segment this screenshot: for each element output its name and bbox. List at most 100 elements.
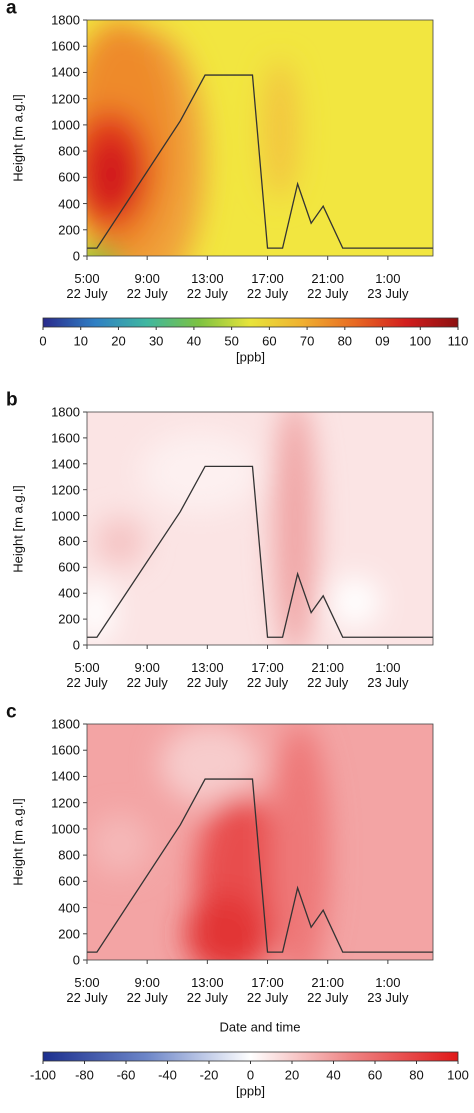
boundary-layer-line: [87, 778, 433, 953]
y-tick-label: 400: [58, 585, 80, 601]
x-tick-label: 21:00 22 July: [307, 975, 349, 1005]
y-tick-label: 400: [58, 900, 80, 916]
y-tick-label: 1600: [51, 430, 80, 446]
y-tick-label: 1000: [51, 508, 80, 524]
x-tick-label: 17:00 22 July: [246, 660, 289, 690]
field-blobs: [87, 20, 298, 256]
y-tick-label: 1000: [51, 117, 80, 133]
y-tick-label: 1600: [51, 38, 80, 54]
y-tick-label: 0: [72, 637, 80, 653]
colorbar-tick-label: 110: [447, 333, 469, 349]
colorbar-tick-label: -100: [29, 1067, 57, 1083]
field-blob: [273, 412, 317, 645]
plot-frame: [86, 723, 434, 961]
colorbar-tick-label: -20: [199, 1067, 219, 1083]
colorbar: [42, 1051, 459, 1062]
y-tick-label: 600: [58, 169, 80, 185]
y-tick-label: 1400: [51, 456, 80, 472]
colorbar-tick-label: 0: [246, 1067, 255, 1083]
plot-frame: [86, 19, 434, 257]
colorbar-tick-label: 0: [39, 333, 47, 349]
colorbar-tick-label: -60: [116, 1067, 136, 1083]
field-blobs: [87, 412, 380, 645]
colorbar: [42, 317, 459, 328]
x-tick-label: 21:00 22 July: [307, 271, 349, 301]
colorbar-tick-label: 100: [447, 1067, 469, 1083]
x-axis-label: Date and time: [219, 1019, 301, 1035]
y-tick-label: 200: [58, 926, 80, 942]
panel-label: c: [6, 701, 17, 723]
plot-area: [87, 412, 433, 645]
field-blobs: [90, 724, 330, 960]
colorbar-tick-label: 40: [326, 1067, 341, 1083]
boundary-layer-line: [87, 465, 433, 638]
panel-label: a: [6, 0, 17, 19]
field-blob: [330, 577, 380, 627]
field-blob: [90, 140, 134, 210]
x-tick-label: 9:00 22 July: [126, 975, 168, 1005]
colorbar-tick-label: 70: [299, 333, 315, 349]
colorbar-tick-label: 100: [409, 333, 432, 349]
x-tick-label: 5:00 22 July: [66, 660, 108, 690]
y-tick-label: 1200: [51, 795, 80, 811]
plot-area: [87, 724, 433, 960]
y-tick-label: 1600: [51, 742, 80, 758]
x-tick-label: 5:00 22 July: [66, 975, 108, 1005]
x-tick-label: 1:00 23 July: [367, 975, 409, 1005]
colorbar-tick-label: 30: [148, 333, 164, 349]
boundary-layer-line: [87, 74, 433, 249]
colorbar-tick-label: 10: [73, 333, 88, 349]
colorbar-tick-label: 80: [409, 1067, 424, 1083]
plot-frame: [86, 411, 434, 646]
field-blob: [90, 814, 150, 874]
y-tick-label: 1800: [51, 12, 80, 28]
field-blob: [140, 432, 260, 512]
y-tick-label: 800: [58, 847, 80, 863]
y-axis-label: Height [m a.g.l]: [10, 798, 26, 886]
field-blob: [95, 517, 145, 567]
y-tick-label: 1800: [51, 404, 80, 420]
x-tick-label: 9:00 22 July: [126, 660, 168, 690]
field-blob: [185, 894, 265, 960]
x-tick-label: 1:00 23 July: [367, 271, 409, 301]
x-tick-label: 13:00 22 July: [186, 271, 228, 301]
panel-label: b: [6, 389, 18, 411]
y-tick-label: 1200: [51, 482, 80, 498]
field-blob: [270, 724, 330, 960]
y-axis-label: Height [m a.g.l]: [10, 484, 26, 573]
y-tick-label: 1800: [51, 716, 80, 732]
y-tick-label: 600: [58, 873, 80, 889]
plot-area: [87, 20, 433, 256]
colorbar-tick-label: 20: [111, 333, 126, 349]
colorbar-tick-label: 40: [186, 333, 202, 349]
x-tick-label: 13:00 22 July: [186, 975, 228, 1005]
x-tick-label: 9:00 22 July: [126, 271, 168, 301]
x-tick-label: 13:00 22 July: [186, 660, 228, 690]
field-blob: [160, 724, 260, 804]
y-tick-label: 1400: [51, 768, 80, 784]
y-axis-label: Height [m a.g.l]: [10, 94, 26, 182]
y-tick-label: 200: [58, 222, 80, 238]
y-tick-label: 200: [58, 611, 80, 627]
colorbar-tick-label: 60: [367, 1067, 383, 1083]
y-tick-label: 400: [58, 196, 80, 212]
colorbar-tick-label: -80: [75, 1067, 94, 1083]
x-tick-label: 17:00 22 July: [246, 271, 289, 301]
y-tick-label: 0: [72, 248, 80, 264]
x-tick-label: 17:00 22 July: [246, 975, 289, 1005]
colorbar-tick-label: 20: [284, 1067, 300, 1083]
colorbar-label: [ppb]: [236, 349, 265, 365]
field-blob: [87, 249, 117, 256]
colorbar-tick-label: 60: [262, 333, 277, 349]
y-tick-label: 800: [58, 533, 80, 549]
y-tick-label: 1200: [51, 91, 80, 107]
field-blob: [262, 60, 298, 200]
colorbar-tick-label: 50: [224, 333, 239, 349]
y-tick-label: 1400: [51, 64, 80, 80]
x-tick-label: 1:00 23 July: [367, 660, 409, 690]
field-blob: [87, 582, 115, 642]
colorbar-tick-label: 09: [375, 333, 390, 349]
x-tick-label: 21:00 22 July: [307, 660, 349, 690]
